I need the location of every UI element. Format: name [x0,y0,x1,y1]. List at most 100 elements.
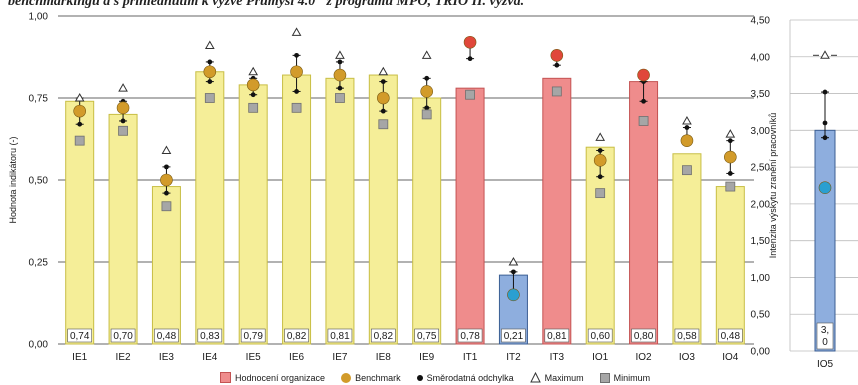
value-label-box [414,328,439,343]
sd-dot [597,148,603,153]
y-tick-label: 2,50 [751,163,771,174]
x-tick-label: IO4 [722,352,739,363]
sd-dot [164,164,169,170]
value-label-box [284,328,309,343]
x-tick-label: IO2 [636,352,653,363]
value-label: 0,48 [157,331,177,342]
value-label: 0,21 [504,331,524,342]
value-label-box [674,328,700,343]
legend-label-hodnoceni: Hodnocení organizace [235,372,326,383]
y-tick-label: 0,75 [29,94,49,105]
bar [195,71,225,345]
x-tick-label: IO3 [679,352,696,363]
legend-label-sd: Směrodatná odchylka [426,372,514,383]
y-tick-label: 4,00 [751,52,771,63]
value-label-box [67,328,92,343]
maximum-marker [421,50,432,59]
legend-red-square-icon [220,372,231,383]
value-label: 0,58 [677,331,697,342]
value-label: 3, [821,325,829,336]
y-tick-label: 4,50 [751,16,771,27]
x-tick-label: IE6 [289,352,304,363]
legend: Hodnocení organizace Benchmark Směrodatn… [220,370,650,385]
benchmark-marker [680,134,694,147]
benchmark-marker [593,154,607,167]
sd-dot [337,59,343,65]
maximum-marker [161,145,172,154]
minimum-marker [161,201,172,212]
legend-item-hodnoceni: Hodnocení organizace [220,372,325,383]
maximum-marker [335,50,345,59]
value-label-box [240,328,266,343]
value-label-box [544,328,570,343]
sd-dot [207,79,213,84]
benchmark-marker [73,104,86,118]
minimum-marker [291,102,302,113]
maximum-marker [378,66,389,76]
sd-dot [822,135,828,141]
x-tick-label: IE9 [419,352,434,363]
sd-dot [822,120,828,126]
value-label: 0 [822,337,828,348]
value-label-box [718,328,743,343]
sd-dot [727,171,733,176]
value-label: 0,81 [547,331,567,342]
y-axis-label: Intenzita výskytu zranění pracovníků [768,113,778,259]
maximum-marker [74,92,85,102]
sd-dot [164,190,169,196]
y-tick-label: 3,00 [751,126,771,137]
benchmark-marker [818,181,832,195]
sd-dot [250,92,256,98]
sd-dot [424,105,430,111]
sd-dot [727,138,733,144]
minimum-marker [74,135,85,146]
value-label: 0,75 [417,331,437,342]
y-tick-label: 0,50 [29,176,49,187]
sd-dot [684,125,690,130]
bar [282,74,312,345]
legend-item-benchmark: Benchmark [341,372,401,383]
value-label: 0,82 [374,331,394,342]
minimum-marker [595,188,606,199]
x-tick-label: IE1 [72,352,87,363]
value-label-box [154,328,179,343]
value-label: 0,60 [590,331,610,342]
y-tick-label: 0,00 [751,347,771,358]
bar [672,153,702,345]
x-tick-label: IE2 [116,352,131,363]
sd-dot [294,52,299,58]
y-tick-label: 1,50 [751,236,771,247]
legend-label-benchmark: Benchmark [355,372,401,383]
x-tick-label: IT3 [550,352,565,363]
value-label: 0,74 [70,331,90,342]
sd-dot [641,98,646,104]
x-tick-label: IT1 [463,352,478,363]
sd-dot [77,121,83,127]
sd-dot [207,59,213,65]
x-tick-label: IE5 [246,352,261,363]
maximum-marker [725,129,736,138]
benchmark-marker [463,35,477,49]
minimum-marker [248,102,259,113]
sd-dot [597,174,603,180]
bar [238,84,268,345]
maximum-marker [204,40,215,50]
minimum-marker [204,93,215,103]
benchmark-marker [550,49,564,62]
benchmark-marker [290,65,303,79]
minimum-marker [118,125,128,136]
maximum-marker [508,256,519,266]
minimum-marker [638,116,649,126]
legend-orange-circle-icon [341,372,352,383]
value-label: 0,82 [287,331,307,342]
x-tick-label: IO5 [817,359,834,370]
value-label-box [197,328,223,343]
minimum-marker [378,119,389,130]
legend-label-maximum: Maximum [544,372,584,383]
legend-label-minimum: Minimum [613,372,651,383]
benchmark-marker [333,68,347,82]
minimum-marker [335,93,345,103]
value-label-box [631,328,656,343]
bar [325,77,355,345]
y-tick-label: 0,50 [751,310,771,321]
